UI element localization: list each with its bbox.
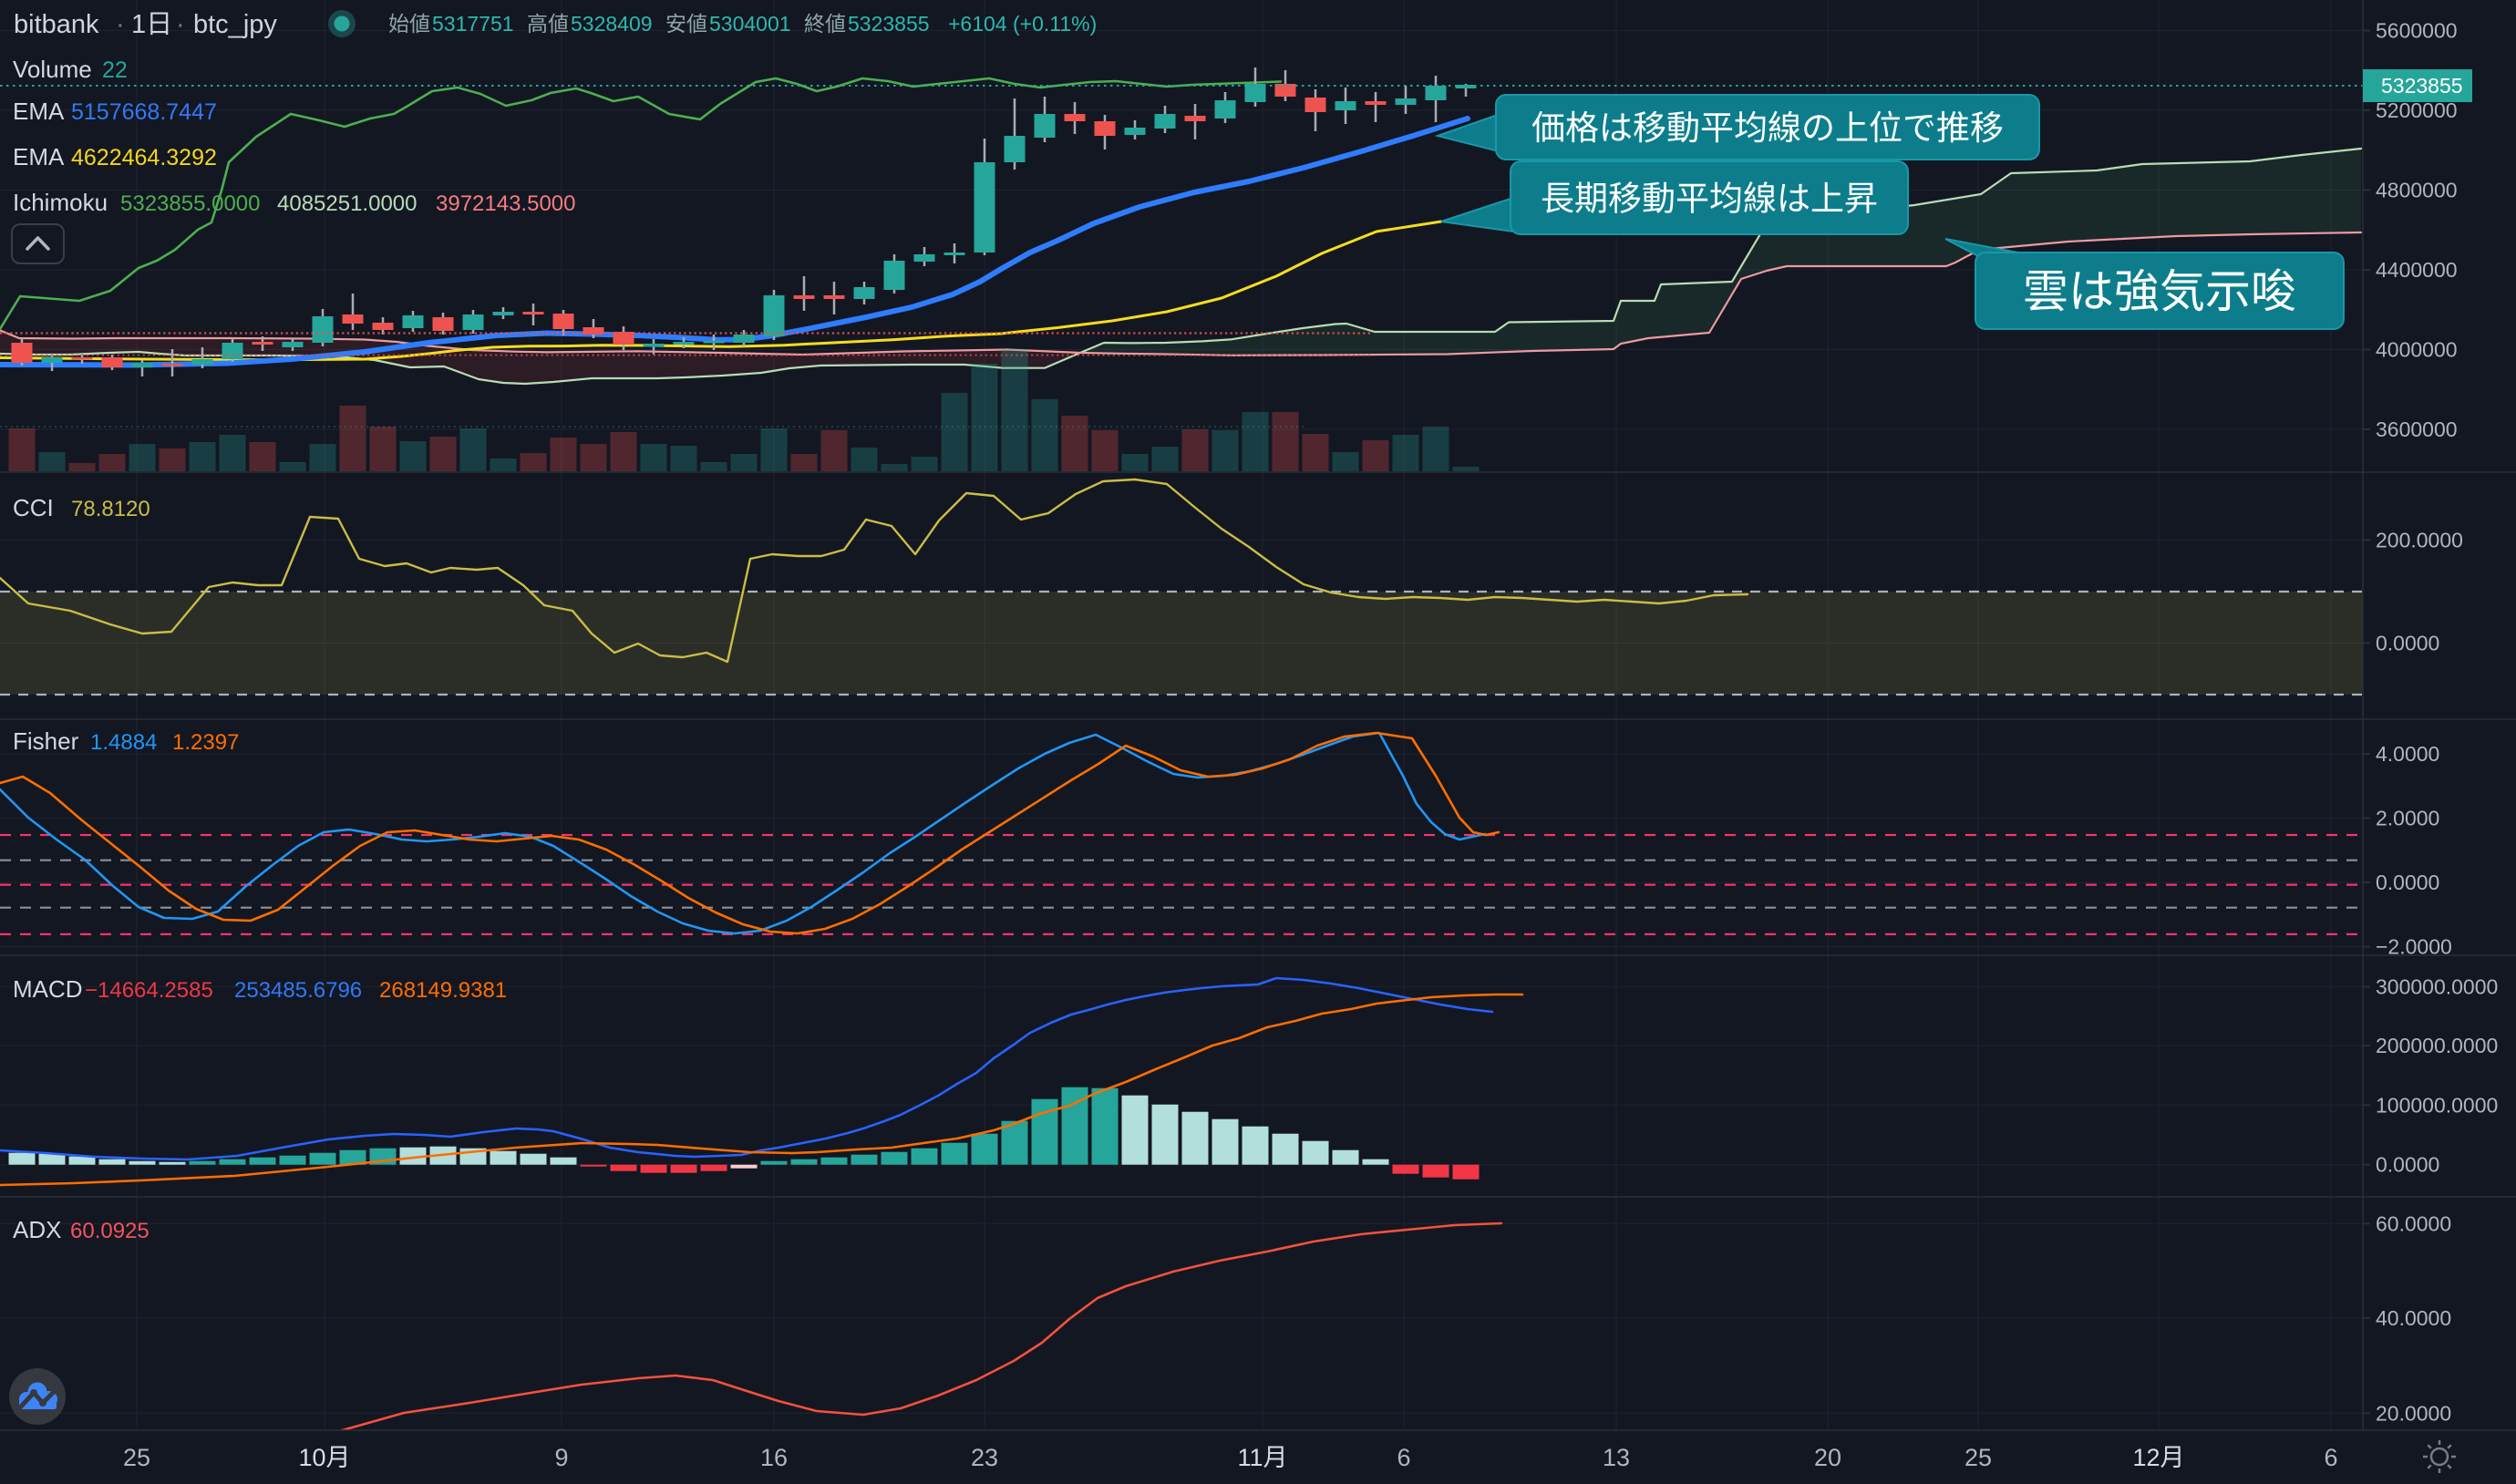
svg-text:20: 20 xyxy=(1814,1444,1841,1471)
svg-text:1.2397: 1.2397 xyxy=(172,730,239,755)
svg-text:9: 9 xyxy=(554,1444,568,1471)
svg-text:23: 23 xyxy=(971,1444,998,1471)
svg-text:5600000: 5600000 xyxy=(2376,19,2458,43)
svg-text:ADX: ADX xyxy=(13,1216,61,1243)
svg-text:Fisher: Fisher xyxy=(13,727,79,755)
svg-text:20.0000: 20.0000 xyxy=(2376,1401,2451,1425)
svg-text:12月: 12月 xyxy=(2132,1444,2184,1471)
svg-text:60.0000: 60.0000 xyxy=(2376,1211,2451,1235)
svg-text:5317751: 5317751 xyxy=(432,12,514,36)
svg-text:+6104 (+0.11%): +6104 (+0.11%) xyxy=(948,12,1097,36)
svg-text:Ichimoku: Ichimoku xyxy=(13,189,108,216)
svg-text:価格は移動平均線の上位で推移: 価格は移動平均線の上位で推移 xyxy=(1531,109,2004,147)
svg-text:0.0000: 0.0000 xyxy=(2376,1153,2439,1177)
svg-text:CCI: CCI xyxy=(13,494,54,521)
svg-text:5323855.0000: 5323855.0000 xyxy=(120,191,261,216)
svg-text:100000.0000: 100000.0000 xyxy=(2376,1093,2498,1117)
svg-text:25: 25 xyxy=(123,1444,150,1471)
svg-text:終値: 終値 xyxy=(804,12,846,36)
svg-text:EMA: EMA xyxy=(13,98,65,125)
svg-text:6: 6 xyxy=(1397,1444,1410,1471)
svg-text:·: · xyxy=(176,10,185,39)
svg-text:5157668.7447: 5157668.7447 xyxy=(71,99,217,125)
svg-text:2.0000: 2.0000 xyxy=(2376,807,2439,830)
svg-text:4622464.3292: 4622464.3292 xyxy=(71,145,217,170)
svg-text:雲は強気示唆: 雲は強気示唆 xyxy=(2023,266,2296,317)
svg-text:安値: 安値 xyxy=(665,12,707,36)
svg-text:78.8120: 78.8120 xyxy=(71,497,150,521)
svg-text:−14664.2585: −14664.2585 xyxy=(85,978,213,1003)
svg-text:25: 25 xyxy=(1964,1444,1992,1471)
svg-text:bitbank: bitbank xyxy=(14,10,99,39)
svg-text:0.0000: 0.0000 xyxy=(2376,632,2439,655)
svg-text:EMA: EMA xyxy=(13,143,65,170)
svg-text:Volume: Volume xyxy=(13,56,92,83)
svg-text:4.0000: 4.0000 xyxy=(2376,742,2439,766)
svg-text:4000000: 4000000 xyxy=(2376,338,2458,362)
svg-text:10月: 10月 xyxy=(298,1444,350,1471)
svg-text:253485.6796: 253485.6796 xyxy=(234,978,362,1003)
svg-text:3600000: 3600000 xyxy=(2376,417,2458,441)
svg-text:5323855: 5323855 xyxy=(848,12,930,36)
svg-text:長期移動平均線は上昇: 長期移動平均線は上昇 xyxy=(1541,180,1878,217)
svg-text:4400000: 4400000 xyxy=(2376,258,2458,282)
svg-text:5323855: 5323855 xyxy=(2381,74,2463,98)
svg-text:11月: 11月 xyxy=(1237,1444,1287,1471)
svg-text:200.0000: 200.0000 xyxy=(2376,529,2463,552)
svg-text:1日: 1日 xyxy=(131,10,172,39)
svg-text:200000.0000: 200000.0000 xyxy=(2376,1034,2498,1057)
svg-text:0.0000: 0.0000 xyxy=(2376,871,2439,894)
svg-text:btc_jpy: btc_jpy xyxy=(193,10,277,39)
svg-text:5328409: 5328409 xyxy=(571,12,653,36)
svg-text:268149.9381: 268149.9381 xyxy=(379,978,507,1003)
svg-text:5200000: 5200000 xyxy=(2376,98,2458,122)
svg-text:5304001: 5304001 xyxy=(709,12,791,36)
svg-text:1.4884: 1.4884 xyxy=(90,730,157,755)
svg-text:300000.0000: 300000.0000 xyxy=(2376,974,2498,998)
svg-text:3972143.5000: 3972143.5000 xyxy=(436,191,576,216)
svg-text:13: 13 xyxy=(1603,1444,1630,1471)
svg-text:4800000: 4800000 xyxy=(2376,179,2458,202)
svg-text:40.0000: 40.0000 xyxy=(2376,1306,2451,1330)
svg-text:16: 16 xyxy=(760,1444,788,1471)
svg-text:22: 22 xyxy=(102,57,128,83)
svg-text:60.0925: 60.0925 xyxy=(70,1219,150,1243)
svg-text:−2.0000: −2.0000 xyxy=(2376,935,2452,959)
svg-text:始値: 始値 xyxy=(388,12,430,36)
svg-text:4085251.0000: 4085251.0000 xyxy=(277,191,418,216)
svg-text:MACD: MACD xyxy=(13,975,83,1003)
svg-text:·: · xyxy=(116,10,125,39)
svg-text:6: 6 xyxy=(2324,1444,2337,1471)
svg-text:高値: 高値 xyxy=(527,12,569,36)
